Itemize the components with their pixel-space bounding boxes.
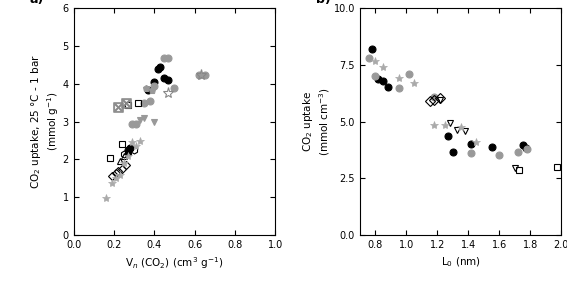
Y-axis label: CO$_2$ uptake, 25 °C - 1 bar
(mmol g$^{-1}$): CO$_2$ uptake, 25 °C - 1 bar (mmol g$^{-… [29, 54, 61, 189]
X-axis label: V$_n$ (CO$_2$) (cm$^3$ g$^{-1}$): V$_n$ (CO$_2$) (cm$^3$ g$^{-1}$) [125, 255, 223, 271]
Y-axis label: CO$_2$ uptake
(mmol cm$^{-3}$): CO$_2$ uptake (mmol cm$^{-3}$) [301, 87, 332, 156]
Text: a): a) [29, 0, 44, 6]
X-axis label: L$_0$ (nm): L$_0$ (nm) [441, 255, 481, 269]
Text: b): b) [315, 0, 330, 6]
